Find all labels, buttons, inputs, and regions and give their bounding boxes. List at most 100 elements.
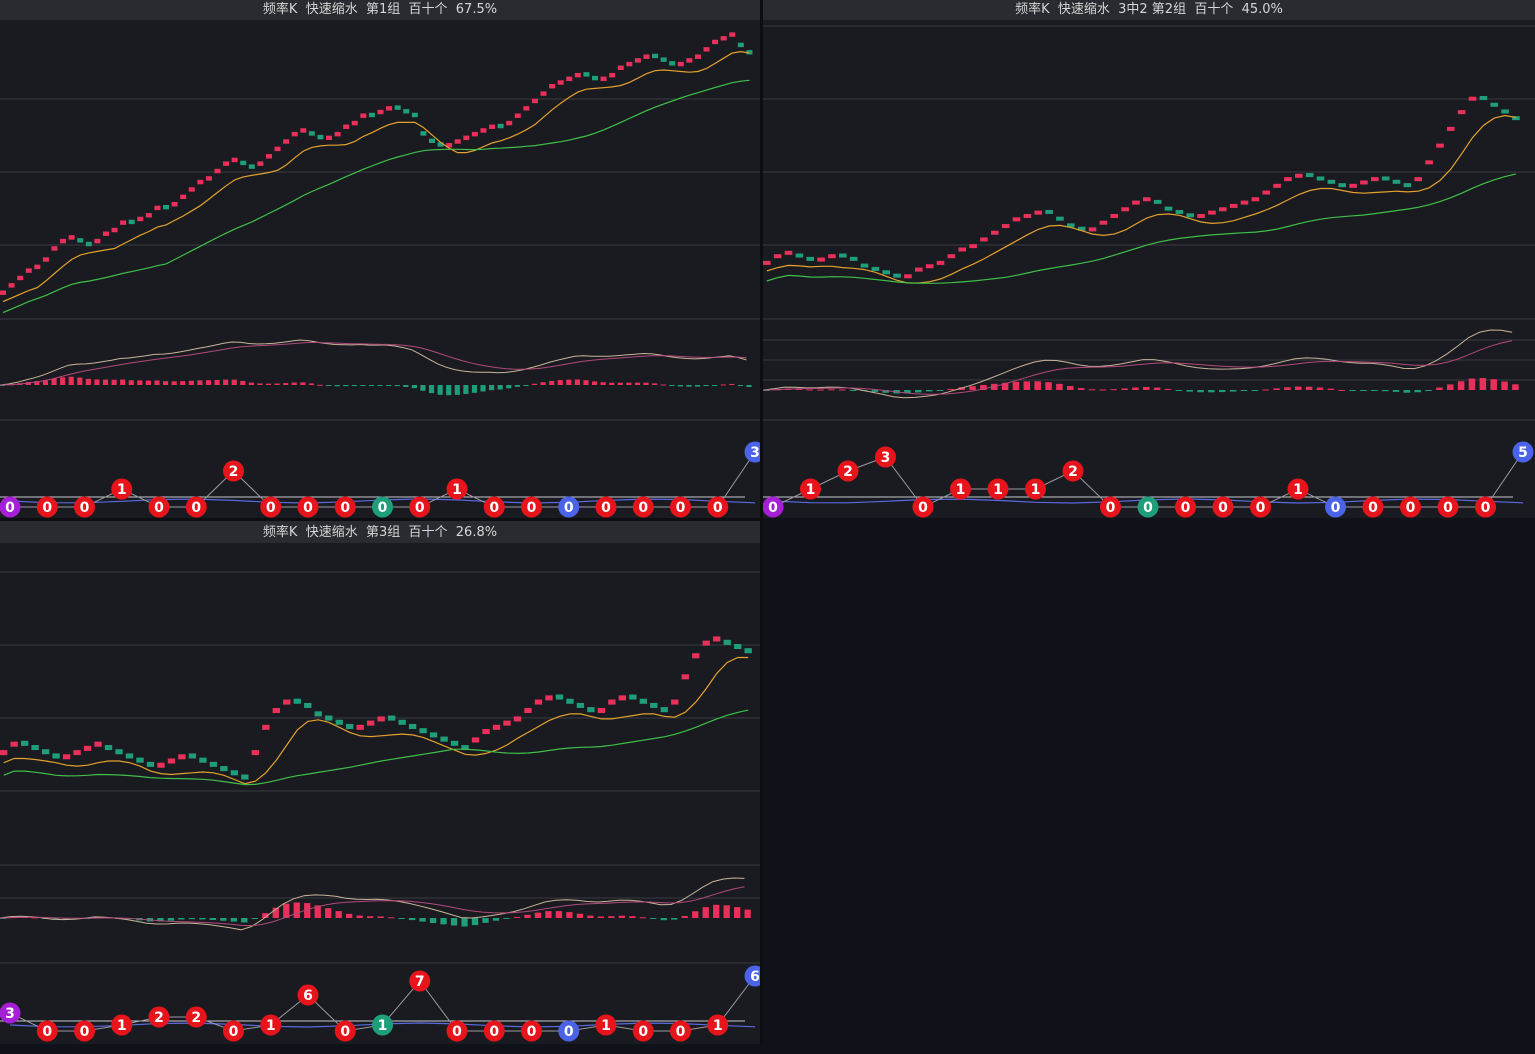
candle [335,719,343,725]
node-circle [1400,496,1421,518]
node-label: 7 [415,974,425,990]
candle [251,750,260,756]
macd-bar [634,382,641,385]
macd-bar [1001,382,1009,390]
chart-canvas[interactable]: 0 0 0 1 0 0 2 0 0 0 0 0 1 0 0 0 0 0 0 0 3 [0,20,760,518]
candle [904,274,912,279]
node-label: 0 [564,500,574,516]
macd-bar [555,911,563,918]
macd-dea-line [0,886,745,927]
macd-bar [231,379,237,385]
macd-bar [650,918,657,919]
node-circle [1250,496,1271,518]
macd-bar [557,380,563,385]
candle [240,160,247,166]
macd-bar [1371,390,1378,391]
chart-canvas[interactable]: 0 1 2 3 0 1 1 1 2 0 0 0 0 0 1 0 0 0 0 0 5 [763,20,1535,518]
candle [231,157,238,163]
macd-bar [60,377,66,385]
candle [712,39,719,45]
macd-bar [1088,389,1096,391]
macd-bar [1132,387,1139,390]
candle [154,205,161,211]
candle [1001,224,1010,229]
node-label: 0 [42,500,52,516]
macd-bar [360,385,366,386]
candle [300,128,307,133]
candle [1316,176,1325,181]
candle [1197,213,1205,218]
macd-bar [671,918,678,920]
node-circle [912,496,934,518]
macd-bar [463,385,469,394]
macd-bar [367,916,374,918]
candle [314,711,322,717]
macd-bar [936,390,944,391]
chart-canvas[interactable]: 3 0 0 1 2 2 0 1 6 0 1 7 0 0 0 0 1 0 0 1 6 [0,543,760,1044]
macd-bar [77,377,83,385]
node-circle [875,446,896,468]
macd-bar [587,915,594,918]
node-label: 1 [452,482,462,498]
candle [1327,179,1336,184]
node-label: 0 [1218,500,1228,516]
candle [1012,217,1021,222]
candle [461,745,469,751]
node-label: 0 [1443,500,1453,516]
macd-bar [167,918,175,921]
macd-bar [241,918,248,923]
candle [41,749,50,755]
candle [626,61,633,67]
macd-bar [154,380,160,385]
candle [454,139,461,144]
macd-bar [283,383,289,385]
macd-bar [744,909,751,918]
candle [214,168,221,174]
candle [10,741,18,747]
candle [773,254,782,259]
macd-bar [652,383,658,385]
macd-bar [62,918,70,920]
macd-bar [326,385,332,386]
candle [583,72,590,77]
candle [1273,183,1281,188]
chart-panel-group-3[interactable]: 频率K 快速缩水 第3组 百十个 26.8% 3 0 0 1 2 2 0 1 6 0 1 7 0 0 0 0 1… [0,521,760,1044]
candle [1143,197,1151,202]
macd-bar [335,911,342,918]
macd-bar [523,385,529,386]
candle [652,53,659,59]
macd-bar [817,389,824,391]
macd-bar [1425,390,1432,391]
macd-bar [1034,381,1041,390]
node-label: 0 [42,1024,52,1040]
macd-bar [1501,381,1508,390]
macd-bar [1305,386,1313,390]
macd-bar [1284,387,1291,390]
macd-bar [795,388,803,390]
candle [145,213,152,218]
candle [784,250,793,255]
candle [991,230,999,235]
macd-bar [1414,390,1421,393]
macd-bar [1327,388,1335,390]
macd-bar [1262,389,1269,391]
node-label: 0 [5,500,15,516]
candle [387,715,396,721]
macd-bar [205,380,212,385]
candle [763,260,771,265]
candle [188,753,197,759]
macd-dif-line [763,329,1513,399]
candle [514,113,521,118]
node-circle [74,1020,95,1042]
node-circle [632,1020,654,1042]
candle [1251,197,1260,202]
macd-bar [480,385,486,392]
macd-bar [1457,381,1465,390]
node-label: 0 [1106,500,1116,516]
macd-bar [600,382,606,385]
macd-bar [214,379,220,385]
candle [205,176,212,181]
macd-bar [871,390,879,392]
